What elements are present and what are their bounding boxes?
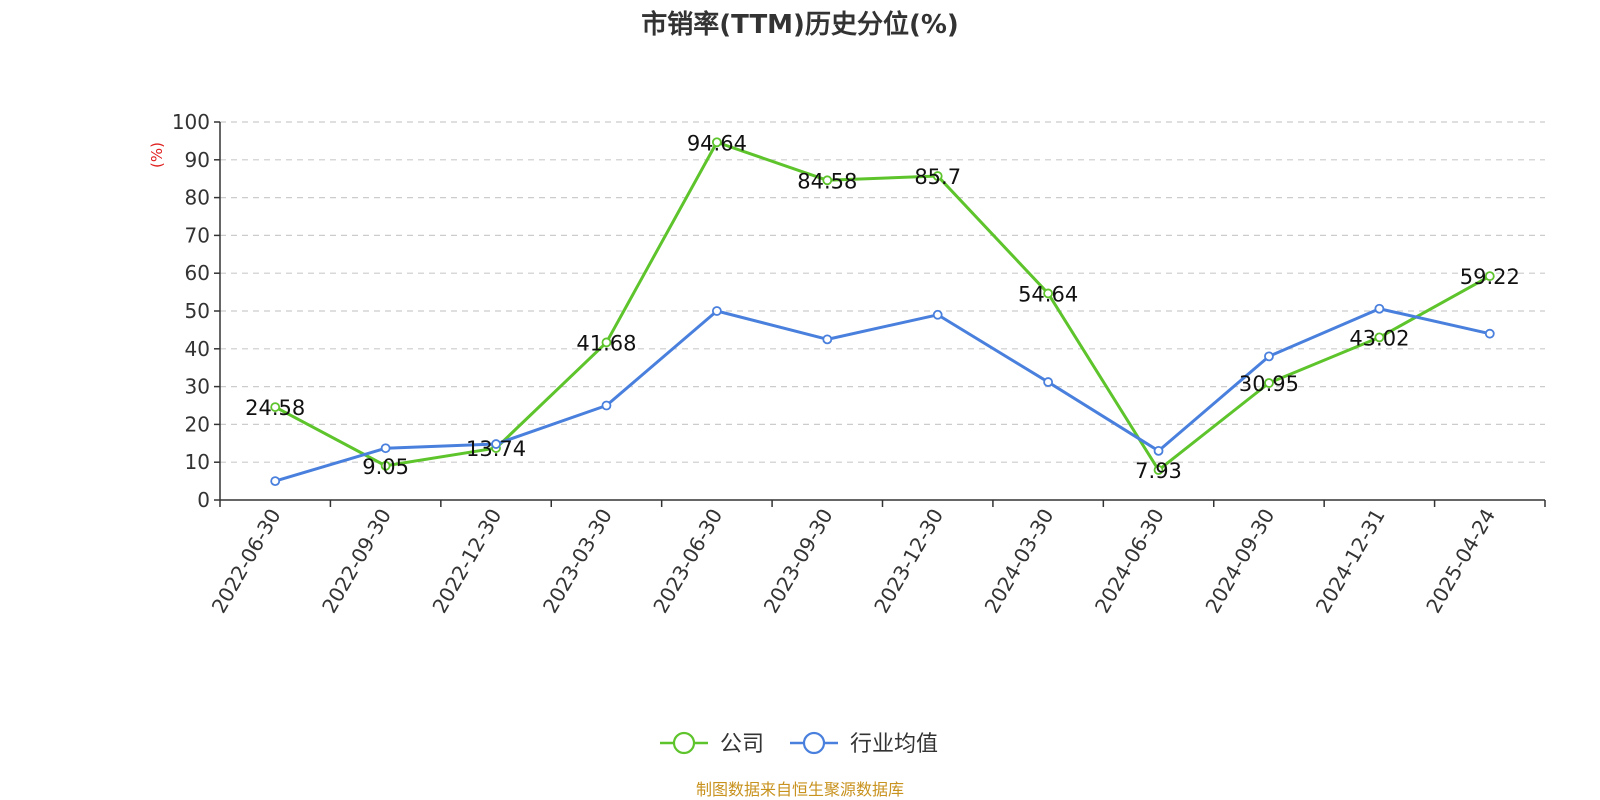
- data-label: 30.95: [1239, 372, 1299, 396]
- legend-marker-icon: [672, 731, 696, 755]
- data-point: [380, 460, 391, 471]
- data-point: [380, 443, 391, 454]
- data-point: [1374, 303, 1385, 314]
- data-point: [491, 439, 501, 449]
- legend-item-company: 公司: [660, 731, 764, 757]
- data-point: [711, 306, 722, 316]
- legend: 公司 行业均值: [660, 731, 938, 757]
- y-tick-label: 60: [185, 261, 210, 285]
- data-label: 43.02: [1349, 326, 1409, 350]
- x-tick-label: 2024-03-30: [980, 505, 1059, 618]
- chart-title: 市销率(TTM)历史分位(%): [641, 9, 959, 40]
- y-tick-label: 80: [185, 186, 210, 210]
- data-point: [932, 309, 943, 320]
- legend-label: 公司: [720, 732, 764, 757]
- legend-marker-icon: [802, 731, 826, 755]
- x-tick-label: 2023-03-30: [538, 505, 617, 618]
- legend-label: 行业均值: [850, 732, 938, 757]
- y-tick-label: 100: [172, 110, 210, 134]
- grid-lines: [220, 121, 1545, 463]
- series-line-company: [274, 140, 1491, 472]
- series-lines: [270, 137, 1495, 487]
- source-note: 制图数据来自恒生聚源数据库: [696, 780, 904, 799]
- y-axis-unit-label: (%): [148, 142, 166, 168]
- y-tick-label: 70: [185, 223, 210, 247]
- y-tick-label: 50: [185, 299, 210, 323]
- data-label: 54.64: [1018, 282, 1078, 306]
- data-label: 59.22: [1460, 265, 1520, 289]
- data-label: 41.68: [576, 331, 636, 355]
- data-label: 9.05: [362, 455, 409, 479]
- data-point: [1374, 332, 1385, 343]
- data-label: 84.58: [797, 169, 857, 193]
- data-point: [1043, 377, 1054, 387]
- data-point: [1484, 271, 1495, 282]
- data-point: [711, 137, 722, 148]
- data-point: [601, 337, 612, 348]
- data-point: [270, 402, 281, 412]
- legend-item-industry: 行业均值: [790, 731, 938, 757]
- data-point: [270, 476, 281, 487]
- y-tick-label: 90: [185, 148, 210, 172]
- data-point: [1153, 465, 1164, 475]
- x-tick-label: 2022-12-30: [427, 505, 506, 618]
- x-tick-label: 2025-04-24: [1421, 505, 1500, 618]
- data-label: 85.7: [914, 165, 961, 189]
- series-line-industry: [274, 307, 1491, 483]
- data-point: [822, 334, 833, 345]
- data-label: 7.93: [1135, 459, 1182, 483]
- y-tick-label: 20: [185, 412, 210, 436]
- y-tick-label: 40: [185, 337, 210, 361]
- x-tick-label: 2024-12-31: [1311, 505, 1390, 618]
- data-point: [822, 175, 833, 186]
- data-point: [1484, 328, 1495, 339]
- data-label: 13.74: [466, 437, 526, 461]
- x-tick-label: 2022-06-30: [207, 505, 286, 618]
- y-tick-label: 30: [185, 375, 210, 399]
- data-label: 94.64: [687, 131, 747, 155]
- data-point: [1043, 288, 1054, 299]
- axes: 0 10 20 30 40 50 60 70 80 90 100 2022-06-30 2022-09-…: [172, 110, 1546, 618]
- data-point: [1264, 378, 1274, 388]
- x-tick-label: 2023-09-30: [759, 505, 838, 618]
- x-tick-label: 2024-09-30: [1200, 505, 1279, 618]
- x-tick-label: 2023-12-30: [869, 505, 948, 618]
- y-tick-label: 10: [185, 450, 210, 474]
- data-point: [932, 171, 943, 181]
- data-point: [1264, 351, 1274, 362]
- x-tick-label: 2023-06-30: [648, 505, 727, 618]
- data-point: [601, 400, 612, 411]
- data-point: [1153, 445, 1164, 456]
- data-label: 24.58: [245, 396, 305, 420]
- x-tick-label: 2024-06-30: [1090, 505, 1169, 618]
- x-tick-label: 2022-09-30: [317, 505, 396, 618]
- data-labels: 24.58 9.05 13.74 41.68 94.64 84.58 85.7 54.64 7.…: [245, 131, 1520, 483]
- y-tick-label: 0: [197, 488, 210, 512]
